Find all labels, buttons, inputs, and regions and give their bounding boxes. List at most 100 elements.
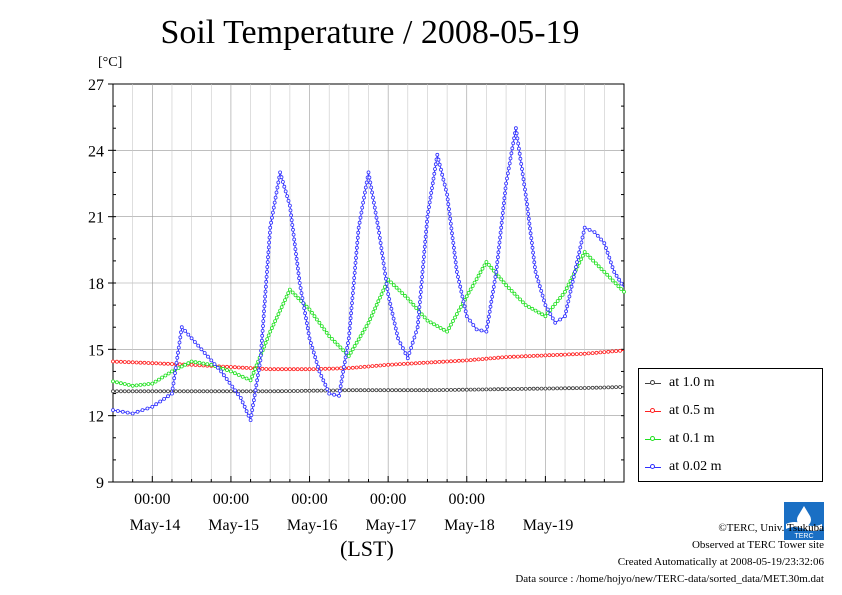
data-point	[464, 358, 469, 363]
data-point	[307, 367, 312, 372]
data-point	[491, 289, 495, 294]
data-point	[197, 360, 202, 365]
data-point	[262, 299, 267, 304]
data-point	[227, 380, 232, 385]
data-point	[311, 350, 316, 355]
data-point	[520, 167, 524, 171]
data-point	[177, 389, 182, 394]
data-point	[341, 348, 346, 353]
data-point	[189, 362, 194, 367]
data-point	[293, 293, 298, 298]
data-point	[617, 277, 621, 282]
data-point	[380, 251, 385, 256]
data-point	[360, 205, 365, 210]
data-point	[501, 206, 506, 211]
data-point	[111, 359, 115, 364]
data-point	[271, 205, 276, 210]
data-point	[332, 339, 337, 344]
data-point	[460, 294, 465, 299]
data-point	[373, 210, 378, 215]
data-point	[525, 207, 530, 212]
data-point	[453, 315, 457, 320]
data-point	[411, 302, 416, 307]
data-point	[162, 389, 167, 394]
data-point	[341, 369, 346, 374]
data-point	[435, 324, 440, 329]
data-point	[480, 357, 485, 362]
data-point	[192, 340, 197, 344]
x-tick-label: 00:00	[291, 491, 327, 508]
data-point	[343, 355, 348, 360]
data-point	[602, 350, 607, 355]
data-point	[224, 377, 229, 381]
data-point	[501, 201, 506, 206]
data-point	[327, 334, 332, 339]
data-point	[613, 281, 618, 286]
data-point	[338, 384, 343, 389]
data-point	[244, 409, 249, 414]
data-point	[403, 293, 407, 298]
data-point	[250, 408, 255, 413]
data-point	[523, 187, 527, 192]
x-tick-label: 00:00	[134, 491, 170, 508]
data-point	[566, 282, 571, 287]
data-point	[390, 311, 395, 316]
data-point	[456, 308, 461, 313]
data-point	[280, 389, 284, 394]
data-point	[225, 364, 229, 369]
data-point	[490, 294, 495, 299]
data-point	[458, 304, 463, 309]
data-point	[178, 335, 183, 340]
data-point	[265, 265, 270, 269]
data-point	[262, 304, 267, 309]
data-point	[480, 387, 485, 392]
data-point	[548, 312, 553, 316]
data-point	[213, 389, 218, 394]
data-point	[303, 311, 308, 316]
data-point	[346, 354, 351, 358]
data-point	[488, 304, 493, 309]
data-point	[142, 389, 147, 394]
data-point	[264, 389, 269, 394]
data-point	[417, 300, 422, 305]
data-point	[307, 388, 312, 393]
legend-label: at 1.0 m	[669, 375, 715, 390]
data-point	[337, 389, 342, 393]
data-point	[292, 242, 297, 247]
data-point	[267, 230, 272, 235]
data-point	[598, 385, 603, 390]
data-point	[410, 340, 415, 345]
data-point	[248, 418, 253, 423]
data-point	[351, 281, 356, 285]
data-point	[559, 352, 563, 357]
data-point	[507, 161, 512, 166]
data-point	[499, 220, 504, 225]
data-point	[598, 350, 603, 355]
data-point	[504, 181, 509, 186]
data-point	[350, 388, 355, 393]
data-point	[252, 393, 257, 398]
series-markers	[111, 250, 626, 388]
data-point	[248, 389, 253, 394]
data-point	[265, 260, 270, 265]
data-point	[166, 361, 170, 366]
data-point	[428, 195, 433, 200]
data-point	[358, 365, 363, 370]
data-point	[445, 359, 450, 364]
data-point	[574, 265, 578, 269]
data-point	[460, 387, 465, 392]
data-point	[215, 365, 220, 370]
data-point	[350, 291, 355, 296]
data-point	[419, 312, 424, 317]
data-point	[244, 365, 249, 370]
data-point	[284, 294, 289, 299]
legend-item-05m: at 0.5 m	[645, 401, 820, 423]
y-tick-label: 9	[96, 475, 104, 492]
data-point	[461, 299, 466, 304]
data-point	[421, 259, 426, 264]
data-point	[567, 294, 572, 299]
data-point	[390, 362, 395, 367]
data-point	[291, 227, 295, 232]
data-point	[344, 350, 349, 355]
data-point	[529, 236, 534, 241]
